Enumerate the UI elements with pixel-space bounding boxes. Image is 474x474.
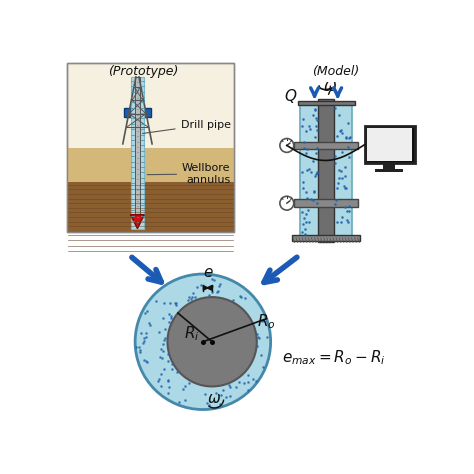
- Text: $R_i$: $R_i$: [184, 324, 200, 343]
- Bar: [375, 169, 403, 173]
- Bar: [294, 200, 358, 207]
- Circle shape: [280, 196, 294, 210]
- Bar: [66, 182, 235, 232]
- Bar: [292, 235, 360, 241]
- Bar: [66, 63, 235, 232]
- Polygon shape: [130, 215, 145, 228]
- Bar: [66, 63, 235, 232]
- Bar: [367, 128, 412, 161]
- Circle shape: [135, 274, 271, 410]
- Text: $R_o$: $R_o$: [257, 312, 275, 331]
- Circle shape: [280, 138, 294, 152]
- Bar: [300, 103, 352, 238]
- Text: Q: Q: [284, 90, 296, 104]
- Bar: [383, 163, 395, 169]
- Text: Drill pipe: Drill pipe: [143, 119, 231, 134]
- Text: ω: ω: [324, 79, 337, 94]
- Circle shape: [167, 297, 257, 386]
- Bar: [319, 99, 334, 242]
- Bar: [298, 101, 355, 105]
- Text: (Model): (Model): [312, 64, 360, 78]
- Bar: [124, 108, 151, 117]
- Text: $\omega$: $\omega$: [208, 391, 221, 406]
- Bar: [294, 142, 358, 149]
- Bar: [130, 77, 145, 228]
- Bar: [135, 77, 140, 217]
- Text: $e_{max} = R_o - R_i$: $e_{max} = R_o - R_i$: [282, 348, 385, 366]
- Text: e: e: [203, 265, 212, 280]
- Bar: [66, 148, 235, 182]
- Text: Wellbore
annulus: Wellbore annulus: [147, 163, 231, 185]
- Text: (Prototype): (Prototype): [109, 64, 179, 78]
- Bar: [365, 126, 415, 163]
